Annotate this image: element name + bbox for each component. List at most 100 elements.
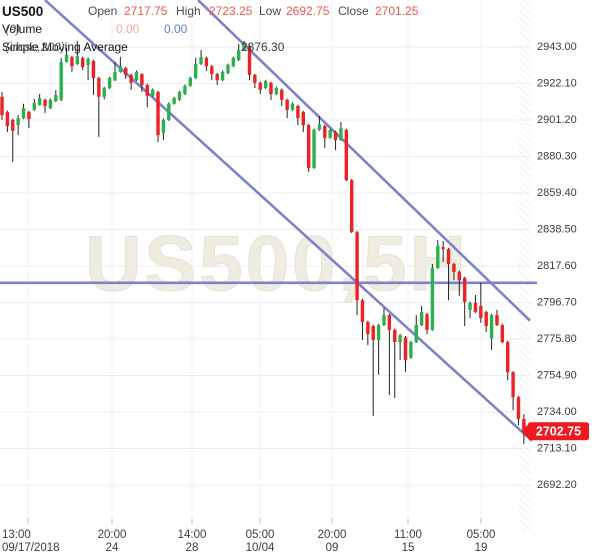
candle-body [355, 232, 359, 301]
candle-body [301, 112, 305, 126]
candle-body [70, 57, 74, 67]
candle-body [258, 82, 262, 90]
candle-body [317, 124, 322, 130]
candle-body [263, 81, 268, 89]
candle-body [11, 119, 15, 131]
candle-body [441, 246, 445, 250]
time-label: 05:00 [467, 529, 496, 541]
price-axis[interactable]: 2943.00 2922.10 2901.20 2880.30 2859.40 2838.… [537, 41, 577, 491]
candle-body [54, 95, 58, 102]
candle-body [495, 315, 499, 326]
candle-body [16, 118, 20, 126]
candle-body [344, 129, 349, 181]
candle-body [97, 77, 101, 97]
time-label: 20:00 [318, 529, 347, 541]
current-price-tag: 2702.75 [521, 422, 589, 441]
candle-body [457, 271, 461, 281]
date-label: 09 [326, 542, 339, 554]
candle-body [387, 315, 392, 330]
price-axis-label: 2817.60 [537, 260, 577, 272]
candle-body [296, 105, 300, 119]
date-label: 09/17/2018 [2, 542, 60, 554]
candle-body [479, 305, 483, 319]
candle-body [393, 329, 397, 343]
candle-body [409, 342, 413, 358]
candle-body [333, 132, 338, 140]
candle-body [382, 315, 386, 326]
candle-body [177, 91, 182, 100]
candle-body [403, 337, 408, 361]
candle-body [43, 99, 47, 106]
candle-body [506, 342, 510, 373]
candle-body [280, 89, 284, 100]
candle-body [27, 112, 31, 120]
candle-body [107, 77, 112, 89]
candle-body [5, 112, 10, 127]
price-axis-label: 2943.00 [537, 41, 577, 53]
price-tag-arrow [521, 423, 529, 439]
candle-body [37, 98, 42, 106]
time-label: 13:00 [2, 529, 31, 541]
candle-body [199, 57, 203, 65]
candle-body [21, 108, 26, 119]
price-axis-label: 2734.00 [537, 406, 577, 418]
candle-body [247, 46, 252, 75]
candle-body [419, 312, 424, 326]
candle-body [516, 397, 521, 419]
candle-body [242, 43, 246, 51]
time-label: 20:00 [98, 529, 127, 541]
candle-body [150, 89, 155, 96]
candle-body [129, 74, 133, 83]
candle-body [210, 66, 214, 75]
candle-body [226, 64, 230, 74]
candle-body [220, 71, 225, 81]
price-tag-value: 2702.75 [536, 425, 581, 439]
candle-body [350, 180, 354, 233]
candle-body [237, 50, 241, 61]
candle-body [436, 245, 440, 268]
candle-body [156, 91, 160, 136]
candle-body [274, 88, 279, 95]
watermark-symbol-timeframe: US500,5H [85, 219, 469, 307]
candle-body [269, 82, 273, 95]
candle-body [0, 96, 4, 116]
candle-body [414, 325, 418, 343]
candle-body [323, 126, 327, 138]
date-label: 19 [475, 542, 488, 554]
downtrend-line-2[interactable] [197, 0, 531, 322]
time-axis[interactable]: 13:0009/17/201820:002414:002805:0010/042… [2, 518, 496, 555]
candle-body [231, 57, 236, 67]
candle-body [366, 322, 370, 335]
price-axis-label: 2880.30 [537, 150, 577, 162]
candle-body [204, 57, 209, 67]
candle-body [167, 103, 171, 120]
candle-body [91, 60, 96, 78]
candle-body [102, 88, 106, 97]
price-axis-label: 2713.10 [537, 442, 577, 454]
price-axis-label: 2901.20 [537, 114, 577, 126]
candle-body [75, 56, 80, 65]
candle-body [64, 54, 69, 62]
candle-body [48, 99, 53, 109]
candle-body [328, 129, 332, 138]
candle-body [484, 312, 488, 326]
date-label: 10/04 [246, 542, 275, 554]
date-label: 24 [106, 542, 119, 554]
price-axis-label: 2754.90 [537, 369, 577, 381]
candle-body [134, 71, 139, 81]
candle-body [371, 325, 375, 340]
candle-body [161, 119, 166, 134]
price-axis-label: 2692.20 [537, 479, 577, 491]
candle-body [118, 66, 123, 72]
candle-body [193, 64, 198, 78]
candle-body [473, 302, 478, 313]
candle-body [376, 325, 381, 340]
candle-body [398, 335, 402, 343]
candle-body [522, 418, 526, 432]
price-axis-label: 2796.70 [537, 296, 577, 308]
candle-body [172, 98, 176, 104]
candle-body [306, 125, 311, 168]
time-label: 14:00 [178, 529, 207, 541]
